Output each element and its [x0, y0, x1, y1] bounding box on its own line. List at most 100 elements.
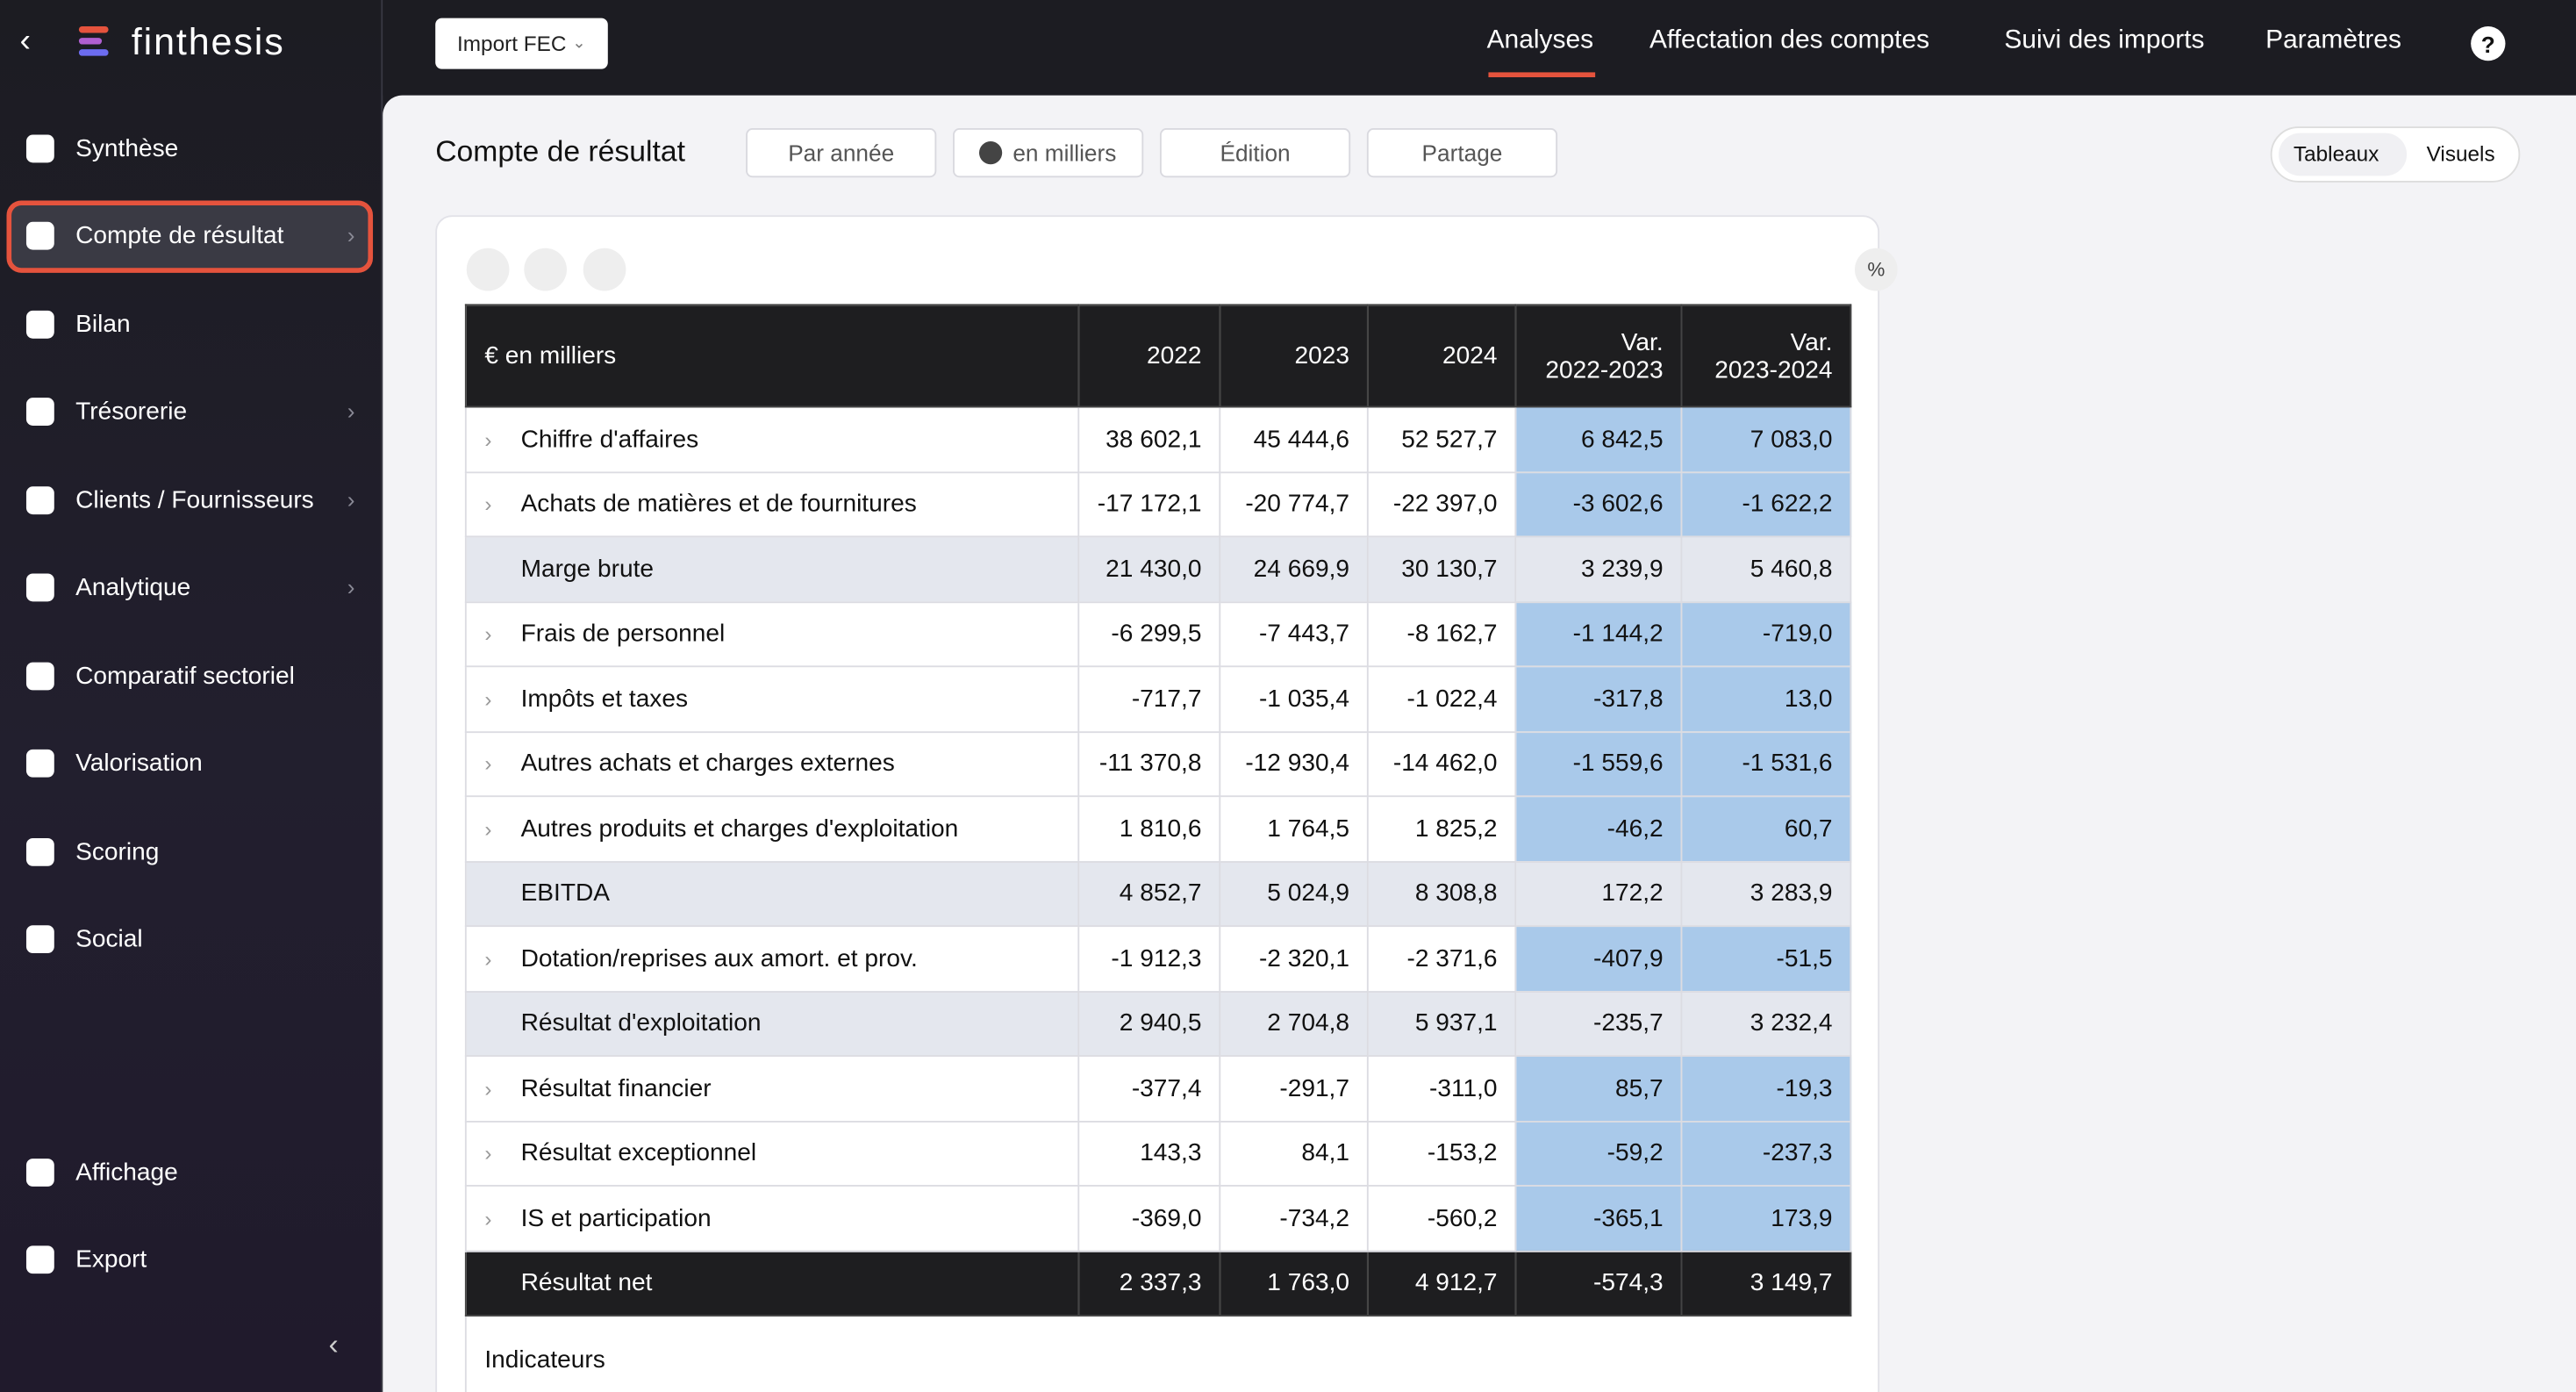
row-label: Dotation/reprises aux amort. et prov. — [520, 944, 918, 973]
sidebar-item[interactable]: Valorisation — [25, 738, 365, 787]
value-cell: -1 622,2 — [1681, 470, 1852, 538]
sidebar-label: Synthèse — [75, 133, 179, 162]
toolbar-button[interactable]: Partage — [1366, 128, 1558, 178]
help-button[interactable]: ? — [2471, 25, 2506, 61]
nav-link[interactable]: Paramètres — [2265, 25, 2401, 54]
value-cell: 21 430,0 — [1077, 535, 1221, 603]
row-label-cell: › Résultat exceptionnel — [464, 1120, 1080, 1187]
import-select[interactable]: Import FEC ⌄ — [435, 18, 608, 69]
sidebar-label: Scoring — [75, 837, 160, 865]
toolbar-button[interactable]: Édition — [1159, 128, 1351, 178]
sidebar-label: Comparatif sectoriel — [75, 661, 295, 690]
header-cell: 2023 — [1220, 304, 1370, 408]
sidebar-label: Social — [75, 924, 143, 953]
row-label-cell: › Dotation/reprises aux amort. et prov. — [464, 925, 1080, 993]
value-cell: -153,2 — [1367, 1120, 1518, 1187]
sidebar-item[interactable]: Affichage — [25, 1147, 365, 1196]
nav-link[interactable]: Analyses — [1486, 25, 1594, 54]
chevron: › — [347, 486, 355, 513]
button-label: Par année — [788, 140, 895, 167]
table-row[interactable]: › Achats de matières et de fournitures -17… — [464, 470, 1852, 538]
row-chevron: › — [484, 427, 492, 452]
value-cell: -19,3 — [1681, 1055, 1852, 1122]
chart-button[interactable] — [524, 248, 567, 291]
table-row[interactable]: › Chiffre d'affaires 38 602,1 45 444,6 52 52… — [464, 405, 1852, 473]
header-cell: 2022 — [1077, 304, 1221, 408]
value-cell: 4 912,7 — [1367, 1250, 1518, 1317]
row-label-cell: Résultat net — [464, 1250, 1080, 1317]
value-cell: 3 239,9 — [1515, 535, 1684, 603]
footer-cell: Indicateurs — [464, 1315, 1852, 1392]
sort-button[interactable] — [583, 248, 626, 291]
value-cell: 8 308,8 — [1367, 860, 1518, 928]
row-chevron: › — [484, 816, 492, 842]
sidebar-icon — [25, 133, 54, 162]
table-card: % € en milliers 2022 2023 2024 Var. 2022-202… — [435, 215, 1898, 1392]
nav-link[interactable]: Affectation des comptes — [1649, 25, 1930, 54]
topbar: Import FEC ⌄ ? Analyses Affectation des c… — [383, 0, 2576, 96]
value-cell: 38 602,1 — [1077, 405, 1221, 473]
sidebar-item[interactable]: Comparatif sectoriel — [25, 650, 365, 700]
sidebar-icon — [25, 837, 54, 865]
value-cell: 6 842,5 — [1515, 405, 1684, 473]
row-label: Autres achats et charges externes — [520, 750, 895, 779]
back-button[interactable]: ‹ — [19, 23, 31, 60]
sidebar-item[interactable]: Trésorerie › — [25, 386, 365, 435]
sidebar-icon — [25, 572, 54, 601]
row-chevron: › — [484, 946, 492, 972]
sidebar-icon — [25, 309, 54, 338]
table-row[interactable]: › Autres achats et charges externes -11 37… — [464, 730, 1852, 798]
sidebar-icon — [25, 924, 54, 953]
value-cell: 173,9 — [1681, 1185, 1852, 1252]
sidebar-icon — [25, 1158, 54, 1186]
sidebar-item[interactable]: Scoring — [25, 827, 365, 876]
table-row[interactable]: › Résultat exceptionnel 143,3 84,1 -153,2 -59… — [464, 1120, 1852, 1187]
value-cell: -237,3 — [1681, 1120, 1852, 1187]
toolbar-button[interactable]: en milliers — [953, 128, 1144, 178]
row-chevron: › — [484, 686, 492, 712]
header-cell: Var. 2022-2023 — [1515, 304, 1684, 408]
value-cell: -311,0 — [1367, 1055, 1518, 1122]
value-cell: -14 462,0 — [1367, 730, 1518, 798]
table-row[interactable]: › Impôts et taxes -717,7 -1 035,4 -1 022,4 -3… — [464, 665, 1852, 733]
row-label-cell: Marge brute — [464, 535, 1080, 603]
sidebar-icon — [25, 661, 54, 690]
sidebar-item[interactable]: Social — [25, 914, 365, 963]
table-row[interactable]: › Frais de personnel -6 299,5 -7 443,7 -8 16… — [464, 600, 1852, 668]
table-row[interactable]: › Dotation/reprises aux amort. et prov. -1… — [464, 925, 1852, 993]
copy-button[interactable] — [466, 248, 510, 291]
percent-button[interactable]: % — [1854, 248, 1898, 291]
row-label: Autres produits et charges d'exploitatio… — [520, 814, 959, 843]
nav-link[interactable]: Suivi des imports — [2004, 25, 2205, 54]
sidebar-item[interactable]: Synthèse — [25, 123, 365, 172]
value-cell: -717,7 — [1077, 665, 1221, 733]
table-row[interactable]: › Autres produits et charges d'exploitati… — [464, 795, 1852, 863]
value-cell: 3 283,9 — [1681, 860, 1852, 928]
button-label: Partage — [1421, 140, 1503, 167]
collapse-button[interactable]: ‹ — [328, 1327, 339, 1361]
row-label-cell: › Résultat financier — [464, 1055, 1080, 1122]
sidebar-item[interactable]: Analytique › — [25, 562, 365, 611]
toggle-option[interactable]: Visuels — [2426, 141, 2495, 167]
header-row: € en milliers 2022 2023 2024 Var. 2022-2023 V… — [464, 304, 1852, 408]
value-cell: 1 764,5 — [1220, 795, 1370, 863]
sidebar-item[interactable]: Compte de résultat › — [25, 211, 365, 260]
sidebar-item[interactable]: Bilan — [25, 299, 365, 348]
value-cell: -365,1 — [1515, 1185, 1684, 1252]
row-label-cell: EBITDA — [464, 860, 1080, 928]
toggle-option[interactable]: Tableaux — [2293, 141, 2379, 167]
sidebar-icon — [25, 1245, 54, 1274]
table-row[interactable]: › IS et participation -369,0 -734,2 -560,2 -3… — [464, 1185, 1852, 1252]
value-cell: 5 937,1 — [1367, 990, 1518, 1057]
value-cell: 1 825,2 — [1367, 795, 1518, 863]
value-cell: 2 704,8 — [1220, 990, 1370, 1057]
table-row[interactable]: › Résultat financier -377,4 -291,7 -311,0 85,… — [464, 1055, 1852, 1122]
header-cell: Var. 2023-2024 — [1681, 304, 1852, 408]
toolbar-button[interactable]: Par année — [746, 128, 937, 178]
sidebar-item[interactable]: Clients / Fournisseurs › — [25, 475, 365, 524]
sidebar-item[interactable]: Export — [25, 1234, 365, 1283]
value-cell: -3 602,6 — [1515, 470, 1684, 538]
row-chevron: › — [484, 1205, 492, 1231]
